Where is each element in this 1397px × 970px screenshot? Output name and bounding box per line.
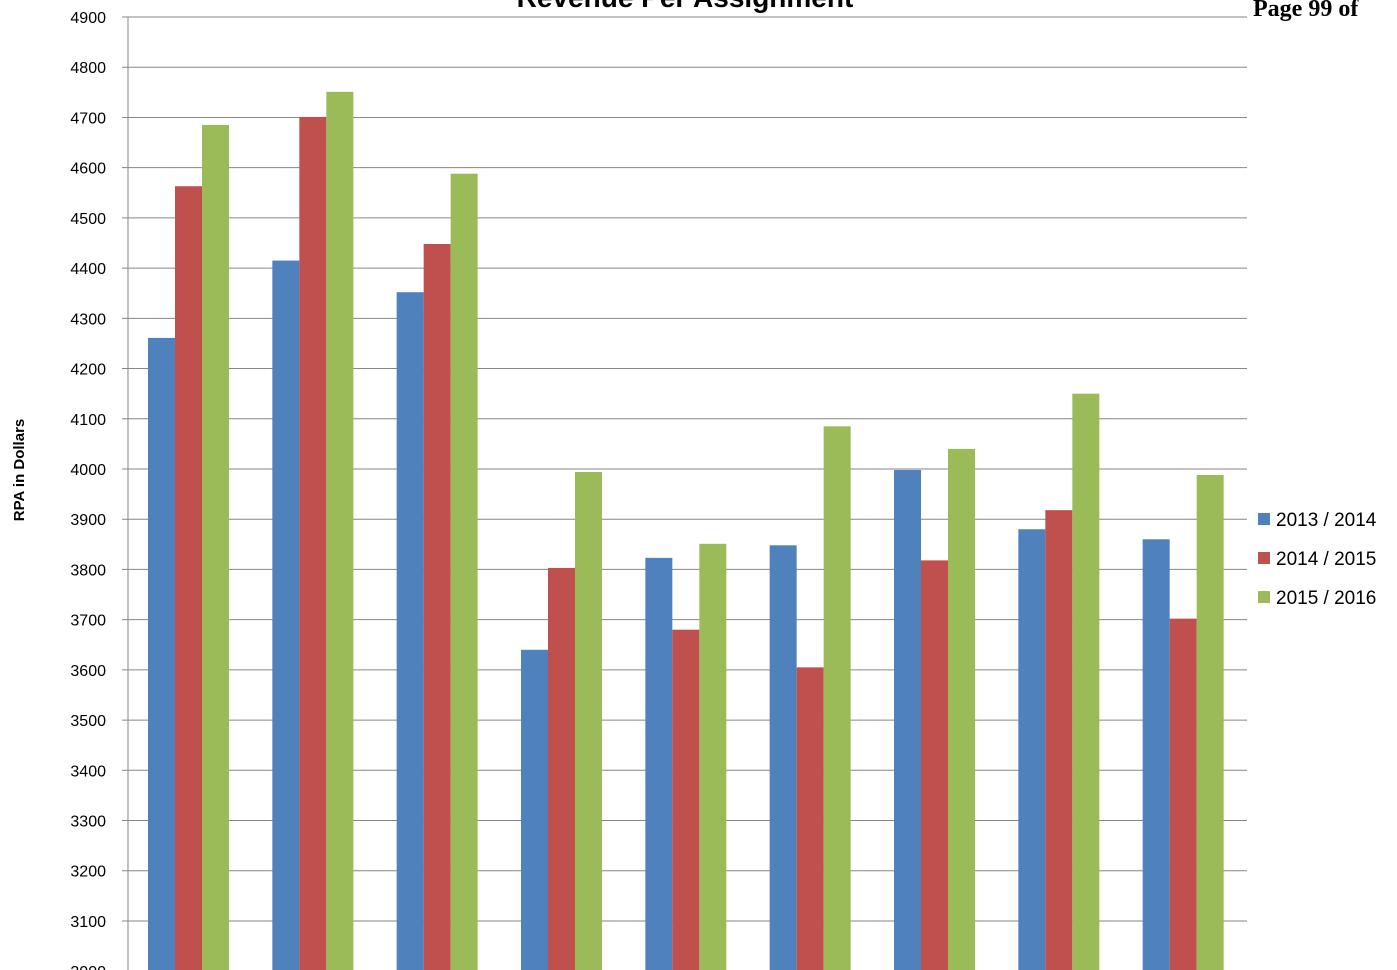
bar: [450, 173, 478, 970]
y-tick-label: 4600: [70, 161, 106, 178]
bars: [148, 91, 1224, 970]
legend: 2013 / 2014 2014 / 2015 2015 / 2016: [1258, 510, 1377, 609]
bar: [1196, 475, 1224, 970]
bar: [272, 260, 300, 970]
y-tick-label: 3500: [70, 713, 106, 730]
legend-label: 2013 / 2014: [1276, 510, 1377, 531]
y-tick-label: 4800: [70, 60, 106, 77]
bar: [521, 649, 548, 970]
bar: [672, 629, 700, 970]
legend-swatch: [1258, 513, 1270, 525]
y-tick-label: 3600: [70, 663, 106, 680]
bar: [823, 426, 851, 970]
y-tick-label: 4400: [70, 261, 106, 278]
y-tick-labels: 3000 3100 3200 3300 3400 3500 3600 3700 3800 3900…: [70, 10, 106, 970]
bar: [1018, 529, 1046, 970]
bar: [299, 116, 327, 970]
legend-swatch: [1258, 591, 1270, 603]
legend-swatch: [1258, 552, 1270, 564]
y-tick-label: 4300: [70, 311, 106, 328]
y-tick-label: 3000: [70, 964, 106, 970]
bar: [894, 469, 921, 970]
chart-title: Revenue Per Assignment: [517, 0, 854, 13]
y-axis-label: RPA in Dollars: [11, 419, 28, 522]
bar: [326, 91, 354, 970]
y-tick-label: 3700: [70, 613, 106, 630]
bar: [1045, 510, 1073, 970]
y-tick-label: 4700: [70, 110, 106, 127]
legend-label: 2014 / 2015: [1276, 549, 1376, 570]
bar: [921, 560, 948, 970]
bar: [796, 667, 824, 970]
bar: [699, 543, 727, 970]
y-tick-label: 4100: [70, 412, 106, 429]
bar: [202, 124, 229, 970]
y-tick-label: 4900: [70, 10, 106, 27]
bar: [645, 557, 673, 970]
y-tick-label: 4200: [70, 362, 106, 379]
page-number-label: Page 99 of: [1253, 0, 1359, 22]
y-tick-label: 3200: [70, 864, 106, 881]
y-tick-label: 4500: [70, 211, 106, 228]
y-tick-label: 4000: [70, 462, 106, 479]
y-tick-label: 3100: [70, 914, 106, 931]
bar: [423, 243, 451, 970]
bar: [1142, 539, 1170, 970]
y-tick-label: 3300: [70, 814, 106, 831]
y-tick-label: 3800: [70, 562, 106, 579]
bar: [1169, 618, 1197, 970]
bar: [575, 471, 602, 970]
legend-label: 2015 / 2016: [1276, 588, 1376, 609]
bar: [769, 545, 797, 970]
bar: [1072, 393, 1100, 970]
y-tick-label: 3400: [70, 763, 106, 780]
bar: [548, 567, 575, 970]
bar: [396, 292, 424, 970]
bar: [175, 186, 202, 970]
bar: [948, 448, 975, 970]
y-tick-label: 3900: [70, 512, 106, 529]
bar: [148, 337, 175, 970]
